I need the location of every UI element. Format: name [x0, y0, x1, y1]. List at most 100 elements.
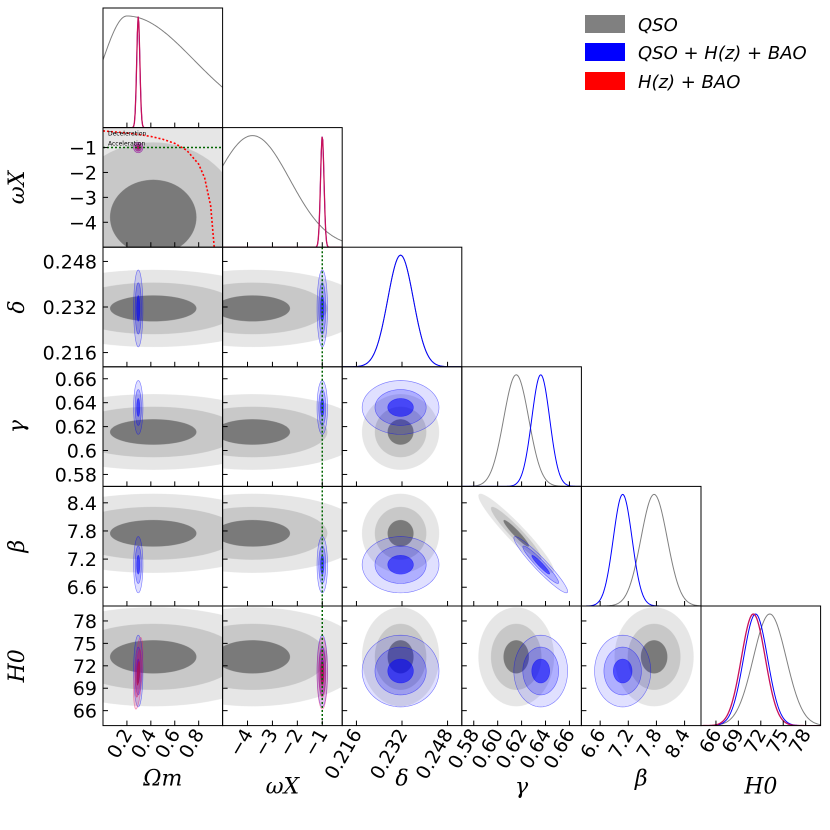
ytick-label-h-0: 78	[73, 611, 97, 633]
ylabel-h: H0	[5, 649, 30, 683]
contour1-qso-Om-d	[109, 295, 197, 322]
panel-frame-d-d	[341, 246, 463, 368]
ytick-label-d-1: 0.232	[43, 297, 97, 319]
panel-w-h	[222, 606, 343, 726]
ytick-label-g-0: 0.66	[55, 369, 97, 391]
xtick-label-w-3: −1	[300, 725, 333, 760]
contour1-qso-h-z-bao-g-b	[531, 555, 551, 575]
panel-Om-h	[103, 607, 223, 710]
marginal-h-z-bao-w	[222, 136, 343, 248]
panel-g-b	[478, 493, 568, 594]
ytick-label-g-1: 0.64	[55, 393, 97, 415]
ytick-label-w-0: −1	[69, 138, 97, 160]
contour1-qso-h-z-bao-Om-d	[136, 295, 141, 322]
legend-swatch-qso	[585, 15, 625, 33]
ylabel-d: δ	[5, 300, 30, 313]
marginal-qso-h-z-bao-g	[461, 374, 582, 487]
contour1-qso-w-g	[222, 419, 291, 445]
ytick-label-g-3: 0.6	[67, 441, 97, 463]
ytick-label-b-0: 8.4	[67, 493, 97, 515]
ytick-label-h-3: 69	[73, 678, 97, 700]
legend-label-qso-hz-bao: QSO + H(z) + BAO	[638, 43, 807, 64]
deceleration-boundary	[103, 130, 216, 248]
marginal-qso-Om	[103, 15, 223, 88]
ytick-label-w-2: −3	[69, 187, 97, 209]
xtick-label-b-3: 8.4	[661, 725, 695, 762]
panel-g-h	[478, 607, 568, 708]
contour1-h-z-bao-Om-h	[136, 660, 141, 686]
acceleration-label: Acceleration	[108, 141, 145, 148]
contour1-qso-w-b	[222, 519, 291, 547]
ylabel-w: ωX	[5, 169, 30, 204]
ytick-label-b-1: 7.8	[67, 521, 97, 543]
contour1-qso-h-z-bao-g-h	[531, 658, 551, 684]
contour1-qso-Om-b	[109, 519, 197, 547]
marginal-qso-h-z-bao-Om	[103, 16, 223, 128]
contour1-qso-b-h	[640, 640, 668, 674]
contour1-qso-h-z-bao-w-b	[320, 555, 325, 575]
contour1-qso-h-z-bao-d-b	[387, 555, 414, 575]
xtick-label-b-2: 7.8	[633, 725, 667, 762]
xlabel-b: β	[634, 767, 648, 792]
panel-d-g	[361, 380, 440, 470]
diag-panel-h	[701, 613, 821, 726]
legend: QSO QSO + H(z) + BAO H(z) + BAO	[585, 15, 807, 93]
contour1-qso-Om-g	[109, 419, 197, 445]
contour1-qso-Om-h	[109, 640, 197, 674]
marginal-qso-h-z-bao-d	[342, 254, 462, 367]
xlabel-Om: Ωm	[142, 767, 182, 792]
legend-label-hz-bao: H(z) + BAO	[638, 72, 740, 93]
marginal-qso-w	[222, 135, 343, 242]
panel-b-h	[594, 607, 694, 708]
diag-panel-g	[461, 374, 582, 487]
diag-panel-b	[581, 493, 702, 606]
contour1-qso-h-z-bao-Om-g	[136, 398, 141, 417]
legend-label-qso: QSO	[638, 15, 678, 36]
ytick-label-b-3: 6.6	[67, 577, 97, 599]
panel-Om-g	[103, 380, 223, 470]
diag-panel-w	[222, 135, 343, 248]
panel-Om-b	[103, 493, 223, 594]
ylabel-b: β	[5, 540, 30, 554]
xtick-label-Om-3: 0.8	[175, 725, 209, 762]
ytick-label-w-3: −4	[69, 212, 97, 234]
legend-swatch-hz-bao	[585, 72, 625, 90]
contour1-qso-w-h	[222, 640, 291, 674]
ytick-label-g-2: 0.62	[55, 417, 97, 439]
xlabel-h: H0	[743, 775, 777, 800]
ylabel-g: γ	[5, 419, 30, 433]
xtick-label-b-1: 7.2	[604, 725, 638, 762]
panel-w-b	[222, 486, 343, 606]
xlabel-g: γ	[515, 775, 529, 800]
ytick-label-d-0: 0.248	[43, 251, 97, 273]
marginal-qso-d	[342, 254, 462, 367]
ytick-label-h-2: 72	[73, 656, 97, 678]
contour1-qso-Om-w	[109, 179, 197, 248]
diag-panel-d	[342, 254, 462, 367]
axis-label-layer: Ωm ωX δ γ β H0 ωX δ γ β H0	[5, 169, 777, 799]
panel-Om-d	[103, 269, 223, 348]
panel-w-g	[222, 366, 343, 487]
panel-d-h	[361, 607, 440, 708]
panel-w-d	[222, 247, 343, 367]
xtick-label-h-4: 78	[785, 725, 816, 757]
deceleration-label: Deceleration	[108, 131, 146, 138]
marginal-qso-g	[461, 374, 582, 487]
ytick-label-h-1: 75	[73, 633, 97, 655]
contour1-qso-h-z-bao-d-g	[387, 398, 414, 417]
marginal-h-z-bao-h	[701, 613, 821, 726]
marginal-h-z-bao-Om	[103, 16, 223, 128]
legend-swatch-qso-hz-bao	[585, 43, 625, 61]
panel-frame-Om-Om	[102, 7, 224, 129]
diag-panel-Om	[103, 15, 223, 128]
panel-Om-w: Deceleration Acceleration	[103, 127, 223, 248]
contour1-qso-w-d	[222, 295, 291, 322]
ytick-label-h-4: 66	[73, 701, 97, 723]
contour1-qso-h-z-bao-b-h	[612, 658, 633, 684]
ytick-label-b-2: 7.2	[67, 549, 97, 571]
xtick-label-b-0: 6.6	[576, 725, 610, 762]
xlabel-w: ωX	[266, 775, 301, 800]
ytick-label-w-1: −2	[69, 162, 97, 184]
